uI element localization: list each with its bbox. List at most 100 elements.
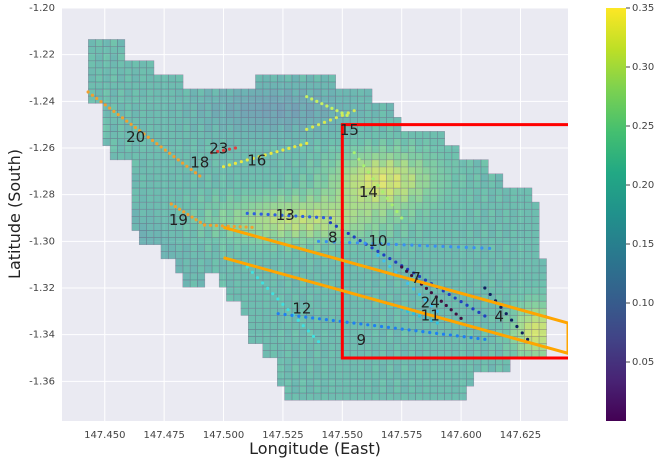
heatmap-cell [400, 378, 409, 387]
track-point [526, 337, 530, 341]
heatmap-cell [437, 138, 445, 146]
heatmap-cell [277, 258, 286, 267]
heatmap-cell [204, 131, 213, 139]
heatmap-cell [218, 230, 227, 238]
heatmap-cell [168, 117, 176, 125]
heatmap-cell [160, 166, 169, 175]
heatmap-cell [102, 81, 111, 90]
heatmap-cell [349, 392, 358, 401]
heatmap-cell [248, 138, 256, 146]
heatmap-cell [444, 364, 453, 373]
heatmap-cell [487, 223, 496, 231]
heatmap-cell [538, 336, 547, 344]
heatmap-cell [175, 117, 184, 125]
heatmap-cell [451, 194, 460, 203]
heatmap-cell [204, 173, 213, 182]
track-point [417, 292, 422, 297]
heatmap-cell [422, 173, 431, 182]
heatmap-cell [437, 265, 445, 274]
heatmap-cell [466, 329, 475, 337]
heatmap-cell [320, 145, 329, 154]
heatmap-cell [473, 201, 482, 210]
x-tick-label: 147.500 [203, 430, 244, 441]
heatmap-cell [415, 194, 424, 203]
y-tick-labels: -1.20-1.22-1.24-1.26-1.28-1.30-1.32-1.34… [29, 3, 55, 387]
heatmap-cell [138, 145, 147, 154]
heatmap-cell [480, 237, 489, 245]
heatmap-cell [277, 109, 286, 118]
heatmap-cell [429, 223, 438, 231]
heatmap-cell [197, 258, 206, 267]
track-point [385, 196, 390, 200]
heatmap-cell [538, 286, 547, 295]
heatmap-cell [102, 138, 111, 146]
heatmap-cell [284, 300, 293, 309]
track-point [266, 212, 270, 217]
heatmap-cell [306, 371, 315, 380]
heatmap-cell [313, 180, 322, 189]
heatmap-cell [327, 159, 336, 168]
heatmap-cell [357, 109, 365, 118]
heatmap-cell [357, 314, 365, 323]
heatmap-cell [218, 194, 227, 203]
heatmap-cell [393, 378, 402, 387]
heatmap-cell [160, 95, 169, 104]
heatmap-cell [422, 159, 431, 168]
track-label-12: 12 [292, 300, 311, 318]
heatmap-cell [386, 336, 395, 344]
heatmap-cell [189, 180, 198, 189]
heatmap-cell [466, 286, 475, 295]
track-point [125, 119, 129, 123]
heatmap-cell [131, 187, 140, 196]
track-point [414, 329, 418, 333]
heatmap-cell [393, 138, 402, 146]
heatmap-cell [313, 74, 322, 83]
heatmap-cell [378, 159, 387, 168]
track-label-20: 20 [126, 128, 145, 146]
heatmap-cell [342, 187, 351, 196]
track-point [459, 300, 463, 304]
heatmap-cell [400, 138, 409, 146]
heatmap-cell [502, 251, 511, 260]
heatmap-cell [262, 230, 271, 238]
heatmap-cell [146, 223, 155, 231]
heatmap-cell [349, 216, 358, 224]
heatmap-cell [306, 131, 315, 139]
track-point [238, 225, 242, 229]
track-point [379, 242, 383, 246]
track-point [244, 225, 248, 229]
heatmap-cell [342, 180, 351, 189]
heatmap-cell [306, 343, 315, 351]
heatmap-cell [429, 392, 438, 401]
track-point [328, 221, 333, 225]
heatmap-cell [160, 81, 169, 90]
heatmap-cell [502, 286, 511, 295]
heatmap-cell [131, 117, 140, 125]
track-point [182, 210, 186, 214]
heatmap-cell [320, 378, 329, 387]
heatmap-cell [480, 194, 489, 203]
track-point [189, 167, 193, 172]
heatmap-cell [415, 385, 424, 394]
heatmap-cell [131, 180, 140, 189]
heatmap-cell [88, 95, 97, 104]
heatmap-cell [306, 159, 315, 168]
heatmap-cell [320, 74, 329, 83]
heatmap-cell [255, 223, 264, 231]
heatmap-cell [400, 180, 409, 189]
heatmap-cell [284, 81, 293, 90]
track-point [480, 246, 484, 250]
heatmap-cell [444, 336, 453, 344]
heatmap-cell [509, 251, 518, 260]
heatmap-cell [458, 216, 467, 224]
heatmap-cell [197, 230, 206, 238]
track-point [108, 106, 112, 110]
heatmap-cell [466, 265, 475, 274]
heatmap-cell [88, 46, 97, 55]
heatmap-cell [393, 336, 402, 344]
track-point [340, 111, 344, 115]
heatmap-cell [495, 343, 504, 351]
heatmap-cell [313, 131, 322, 139]
heatmap-cell [240, 95, 249, 104]
track-point [260, 281, 265, 285]
